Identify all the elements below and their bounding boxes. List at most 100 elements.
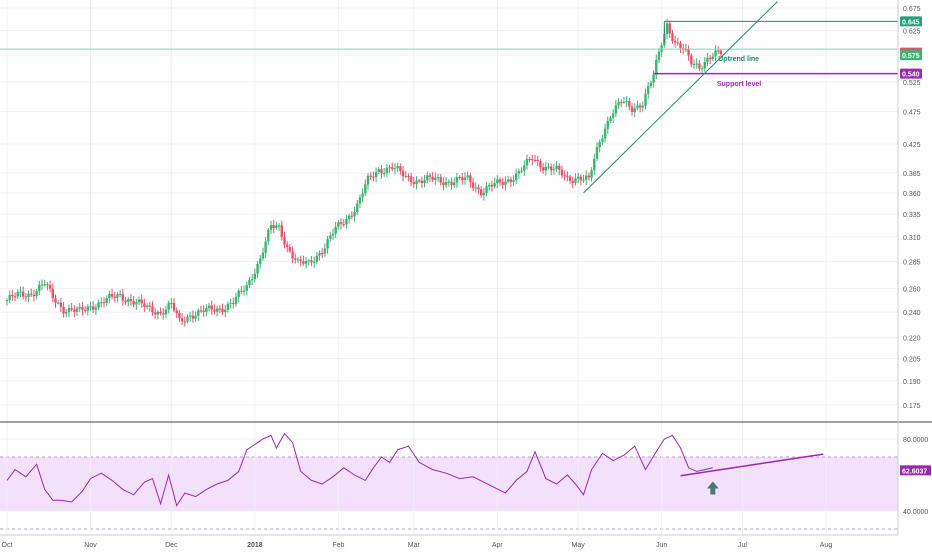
up-arrow-icon	[706, 481, 719, 495]
candle-up	[625, 101, 628, 103]
candle-down	[620, 101, 623, 103]
price-tick-label: 0.260	[903, 287, 921, 294]
candle-up	[649, 82, 653, 87]
x-tick-label: Aug	[820, 542, 833, 549]
candle-up	[415, 180, 418, 185]
level-0645: 0.645	[902, 19, 920, 26]
candle-down	[533, 160, 537, 162]
candle-up	[229, 302, 232, 304]
candle-up	[466, 175, 469, 178]
candle-up	[606, 120, 609, 129]
candle-down	[81, 307, 84, 310]
candle-up	[601, 138, 604, 142]
candle-up	[253, 273, 257, 280]
candle-up	[633, 108, 636, 113]
candle-down	[73, 309, 76, 312]
candle-up	[711, 56, 715, 60]
candle-down	[62, 306, 65, 314]
candle-up	[576, 176, 580, 179]
candle-up	[259, 258, 262, 264]
candle-down	[240, 290, 243, 292]
price-tick-label: 0.475	[903, 109, 921, 116]
candle-up	[552, 169, 556, 171]
candle-down	[180, 318, 184, 322]
candle-down	[288, 247, 292, 252]
candle-up	[496, 179, 499, 184]
candle-up	[43, 284, 46, 286]
x-tick-label: Jul	[738, 542, 747, 549]
rsi-line	[6, 432, 713, 507]
candle-up	[714, 50, 717, 57]
candle-down	[321, 252, 324, 254]
candle-down	[560, 169, 564, 176]
candle-down	[302, 261, 305, 264]
candle-up	[277, 225, 281, 227]
level-0540-box	[900, 68, 922, 79]
candle-down	[490, 184, 494, 187]
rsi-tick-label: 40.0000	[903, 509, 928, 516]
candle-up	[358, 197, 362, 204]
candle-up	[137, 299, 141, 303]
candle-up	[267, 229, 270, 242]
candle-down	[339, 222, 343, 225]
candle-up	[248, 279, 251, 286]
candle-up	[38, 284, 41, 292]
price-tick-label: 0.190	[903, 379, 921, 386]
candle-up	[447, 181, 451, 183]
candle-down	[172, 302, 176, 311]
candle-up	[404, 175, 407, 177]
candle-up	[611, 113, 615, 118]
candle-down	[178, 313, 181, 319]
candle-down	[708, 57, 712, 60]
candle-up	[706, 57, 709, 62]
candle-up	[382, 173, 386, 175]
candle-up	[614, 105, 618, 114]
x-tick-label: Jun	[656, 542, 667, 549]
candle-down	[70, 308, 73, 310]
candle-up	[89, 306, 92, 308]
candle-up	[517, 171, 521, 174]
candle-down	[498, 179, 502, 183]
candle-down	[420, 180, 424, 184]
candle-up	[617, 101, 620, 106]
candle-down	[671, 33, 674, 41]
candle-up	[347, 215, 351, 219]
rsi-current-box	[900, 465, 931, 476]
candle-up	[188, 315, 192, 317]
candle-up	[393, 168, 397, 170]
candle-up	[127, 299, 130, 302]
candle-down	[477, 187, 480, 190]
candle-up	[700, 68, 704, 70]
candle-down	[638, 105, 642, 108]
price-tick-label: 0.220	[903, 336, 921, 343]
candle-up	[242, 290, 246, 292]
x-tick-label: Feb	[332, 542, 344, 549]
candle-down	[159, 311, 162, 314]
candle-up	[426, 175, 429, 181]
candle-down	[153, 312, 157, 315]
candle-down	[501, 182, 504, 185]
level-0645-box	[900, 16, 922, 27]
candle-up	[703, 61, 706, 69]
x-tick-label: Nov	[84, 542, 97, 549]
candle-up	[366, 175, 370, 185]
candle-up	[585, 175, 588, 180]
candle-up	[164, 309, 168, 315]
candle-up	[307, 260, 310, 262]
candle-down	[280, 225, 283, 237]
candle-up	[598, 141, 601, 148]
candle-up	[520, 170, 523, 172]
candle-down	[299, 259, 302, 262]
candle-up	[304, 261, 308, 264]
candle-up	[385, 167, 389, 174]
candle-up	[275, 225, 278, 228]
candle-up	[5, 300, 9, 302]
candle-up	[512, 180, 515, 182]
candle-up	[641, 105, 645, 108]
candle-down	[191, 315, 195, 319]
price-tick-label: 0.205	[903, 356, 921, 363]
candle-down	[539, 161, 542, 168]
candle-down	[221, 308, 224, 313]
candle-up	[488, 184, 491, 187]
